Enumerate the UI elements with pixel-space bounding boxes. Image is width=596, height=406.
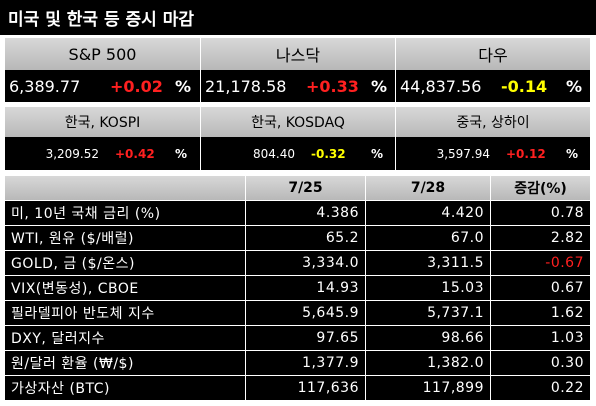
cell-value: 1,382.0 [366, 351, 490, 375]
index-change: +0.12 [506, 146, 546, 161]
index-change: -0.14 [501, 76, 548, 96]
cell-value: 67.0 [366, 226, 490, 250]
index-change: -0.32 [311, 146, 346, 161]
cell-value: 117,636 [246, 376, 365, 400]
index-unit: % [371, 146, 384, 161]
cell-value: 0.30 [491, 351, 590, 375]
cell-value: 3,334.0 [246, 251, 365, 275]
cell-value: 14.93 [246, 276, 365, 300]
row-label: 미, 10년 국채 금리 (%) [5, 201, 245, 225]
row-label: 가상자산 (BTC) [5, 376, 245, 400]
index-panel [396, 70, 590, 102]
row-label: 원/달러 환율 (₩/$) [5, 351, 245, 375]
cell-value: 5,737.1 [366, 301, 490, 325]
index-name: S&P 500 [5, 38, 200, 70]
column-header: 7/28 [366, 176, 490, 200]
index-unit: % [566, 146, 579, 161]
index-value: 21,178.58 [205, 76, 287, 96]
row-label: 필라델피아 반도체 지수 [5, 301, 245, 325]
cell-value: 4.420 [366, 201, 490, 225]
index-name: 한국, KOSPI [5, 107, 200, 137]
index-panel [201, 70, 395, 102]
cell-value: 5,645.9 [246, 301, 365, 325]
index-value: 6,389.77 [9, 76, 81, 96]
index-name: 나스닥 [201, 38, 395, 70]
cell-value: 4.386 [246, 201, 365, 225]
title: 미국 및 한국 등 증시 마감 [0, 0, 596, 35]
index-value: 3,597.94 [436, 146, 490, 161]
index-value: 804.40 [253, 146, 295, 161]
index-change: +0.33 [306, 76, 359, 96]
row-label: WTI, 원유 ($/배럴) [5, 226, 245, 250]
cell-value: -0.67 [491, 251, 590, 275]
cell-value: 2.82 [491, 226, 590, 250]
index-change: +0.02 [110, 76, 163, 96]
cell-value: 3,311.5 [366, 251, 490, 275]
row-label: GOLD, 금 ($/온스) [5, 251, 245, 275]
column-header: 증감(%) [491, 176, 590, 200]
index-change: +0.42 [115, 146, 155, 161]
index-unit: % [566, 76, 583, 96]
index-panel [5, 137, 200, 170]
index-name: 중국, 상하이 [396, 107, 590, 137]
index-panel [5, 70, 200, 102]
index-unit: % [175, 76, 192, 96]
index-panel [396, 137, 590, 170]
cell-value: 15.03 [366, 276, 490, 300]
table-header [5, 176, 245, 200]
row-label: VIX(변동성), CBOE [5, 276, 245, 300]
cell-value: 1.62 [491, 301, 590, 325]
cell-value: 1.03 [491, 326, 590, 350]
index-name: 한국, KOSDAQ [201, 107, 395, 137]
cell-value: 65.2 [246, 226, 365, 250]
index-value: 3,209.52 [45, 146, 99, 161]
index-value: 44,837.56 [400, 76, 482, 96]
index-name: 다우 [396, 38, 590, 70]
column-header: 7/25 [246, 176, 365, 200]
index-unit: % [371, 76, 388, 96]
index-unit: % [175, 146, 188, 161]
cell-value: 1,377.9 [246, 351, 365, 375]
row-label: DXY, 달러지수 [5, 326, 245, 350]
cell-value: 0.67 [491, 276, 590, 300]
cell-value: 98.66 [366, 326, 490, 350]
cell-value: 0.78 [491, 201, 590, 225]
cell-value: 117,899 [366, 376, 490, 400]
cell-value: 0.22 [491, 376, 590, 400]
cell-value: 97.65 [246, 326, 365, 350]
index-panel [201, 137, 395, 170]
